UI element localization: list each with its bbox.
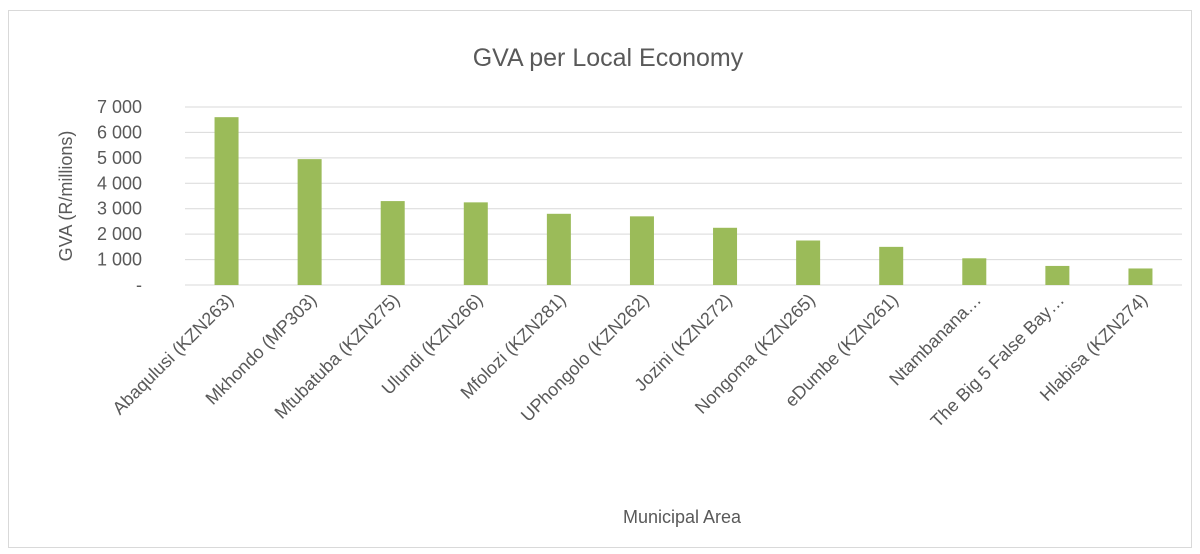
y-tick-label: 6 000 (97, 122, 142, 142)
bar (214, 117, 239, 286)
bar (879, 246, 904, 285)
bar (546, 213, 571, 285)
bar (713, 227, 738, 285)
chart-title: GVA per Local Economy (473, 44, 744, 72)
bar (1128, 268, 1153, 285)
y-tick-label: 7 000 (97, 97, 142, 117)
y-tick-label: 5 000 (97, 148, 142, 168)
chart-frame (8, 10, 1192, 548)
x-axis-title: Municipal Area (623, 507, 742, 527)
y-axis-title: GVA (R/millions) (56, 131, 76, 262)
bar (380, 201, 405, 285)
bar (1045, 265, 1070, 285)
bar (796, 240, 821, 285)
bar (297, 159, 322, 285)
y-tick-label: 1 000 (97, 250, 142, 270)
y-tick-label: 4 000 (97, 173, 142, 193)
y-tick-label: - (136, 275, 142, 295)
y-tick-label: 2 000 (97, 224, 142, 244)
bar (962, 258, 987, 285)
bar (629, 216, 654, 285)
y-tick-label: 3 000 (97, 199, 142, 219)
bar (463, 202, 488, 285)
